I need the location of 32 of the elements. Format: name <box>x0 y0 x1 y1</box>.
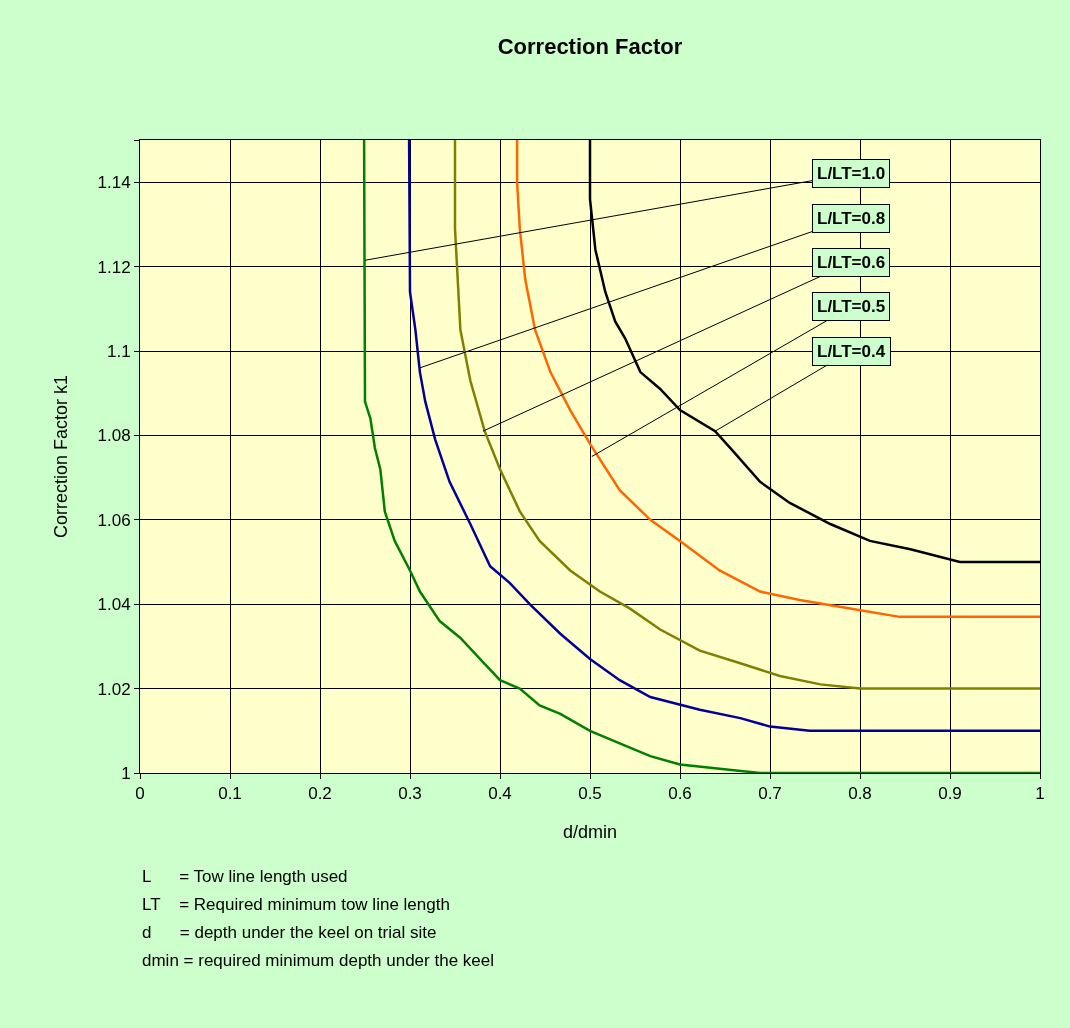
x-tick-label: 0 <box>135 784 145 804</box>
x-tick-label: 1 <box>1035 784 1045 804</box>
text: L = Tow line length used <box>142 867 348 886</box>
x-tick-label: 0.9 <box>938 784 962 804</box>
annotation: L/LT=0.5 <box>817 297 886 316</box>
x-tick-label: 0.4 <box>488 784 512 804</box>
annotation: L/LT=0.6 <box>817 253 886 272</box>
text: LT = Required minimum tow line length <box>142 895 450 914</box>
x-tick-label: 0.1 <box>218 784 242 804</box>
y-tick-label: 1.14 <box>97 173 131 193</box>
x-axis-title: d/dmin <box>562 821 618 842</box>
y-tick-label: 1 <box>121 763 131 783</box>
chart-title: Correction Factor <box>497 33 683 59</box>
x-tick-label: 0.8 <box>848 784 872 804</box>
x-tick-label: 0.2 <box>308 784 332 804</box>
x-tick-label: 0.7 <box>758 784 782 804</box>
text: dmin = required minimum depth under the keel <box>142 951 494 970</box>
x-tick-label: 0.5 <box>578 784 602 804</box>
annotation: L/LT=0.8 <box>817 209 886 228</box>
text: d = depth under the keel on trial site <box>142 923 437 942</box>
y-tick-label: 1.08 <box>97 426 131 446</box>
y-tick-label: 1.1 <box>106 341 131 361</box>
line-series <box>515 140 1040 619</box>
x-tick-label: 0.6 <box>668 784 692 804</box>
annotation: L/LT=1.0 <box>817 164 886 183</box>
y-tick-label: 1.04 <box>97 595 131 615</box>
x-tick-label: 0.3 <box>398 784 422 804</box>
annotation: L/LT=0.4 <box>817 342 886 361</box>
y-tick-label: 1.02 <box>97 679 131 699</box>
y-axis-title: Correction Factor k1 <box>50 374 71 539</box>
y-tick-label: 1.06 <box>97 510 131 530</box>
y-tick-label: 1.12 <box>97 257 131 277</box>
